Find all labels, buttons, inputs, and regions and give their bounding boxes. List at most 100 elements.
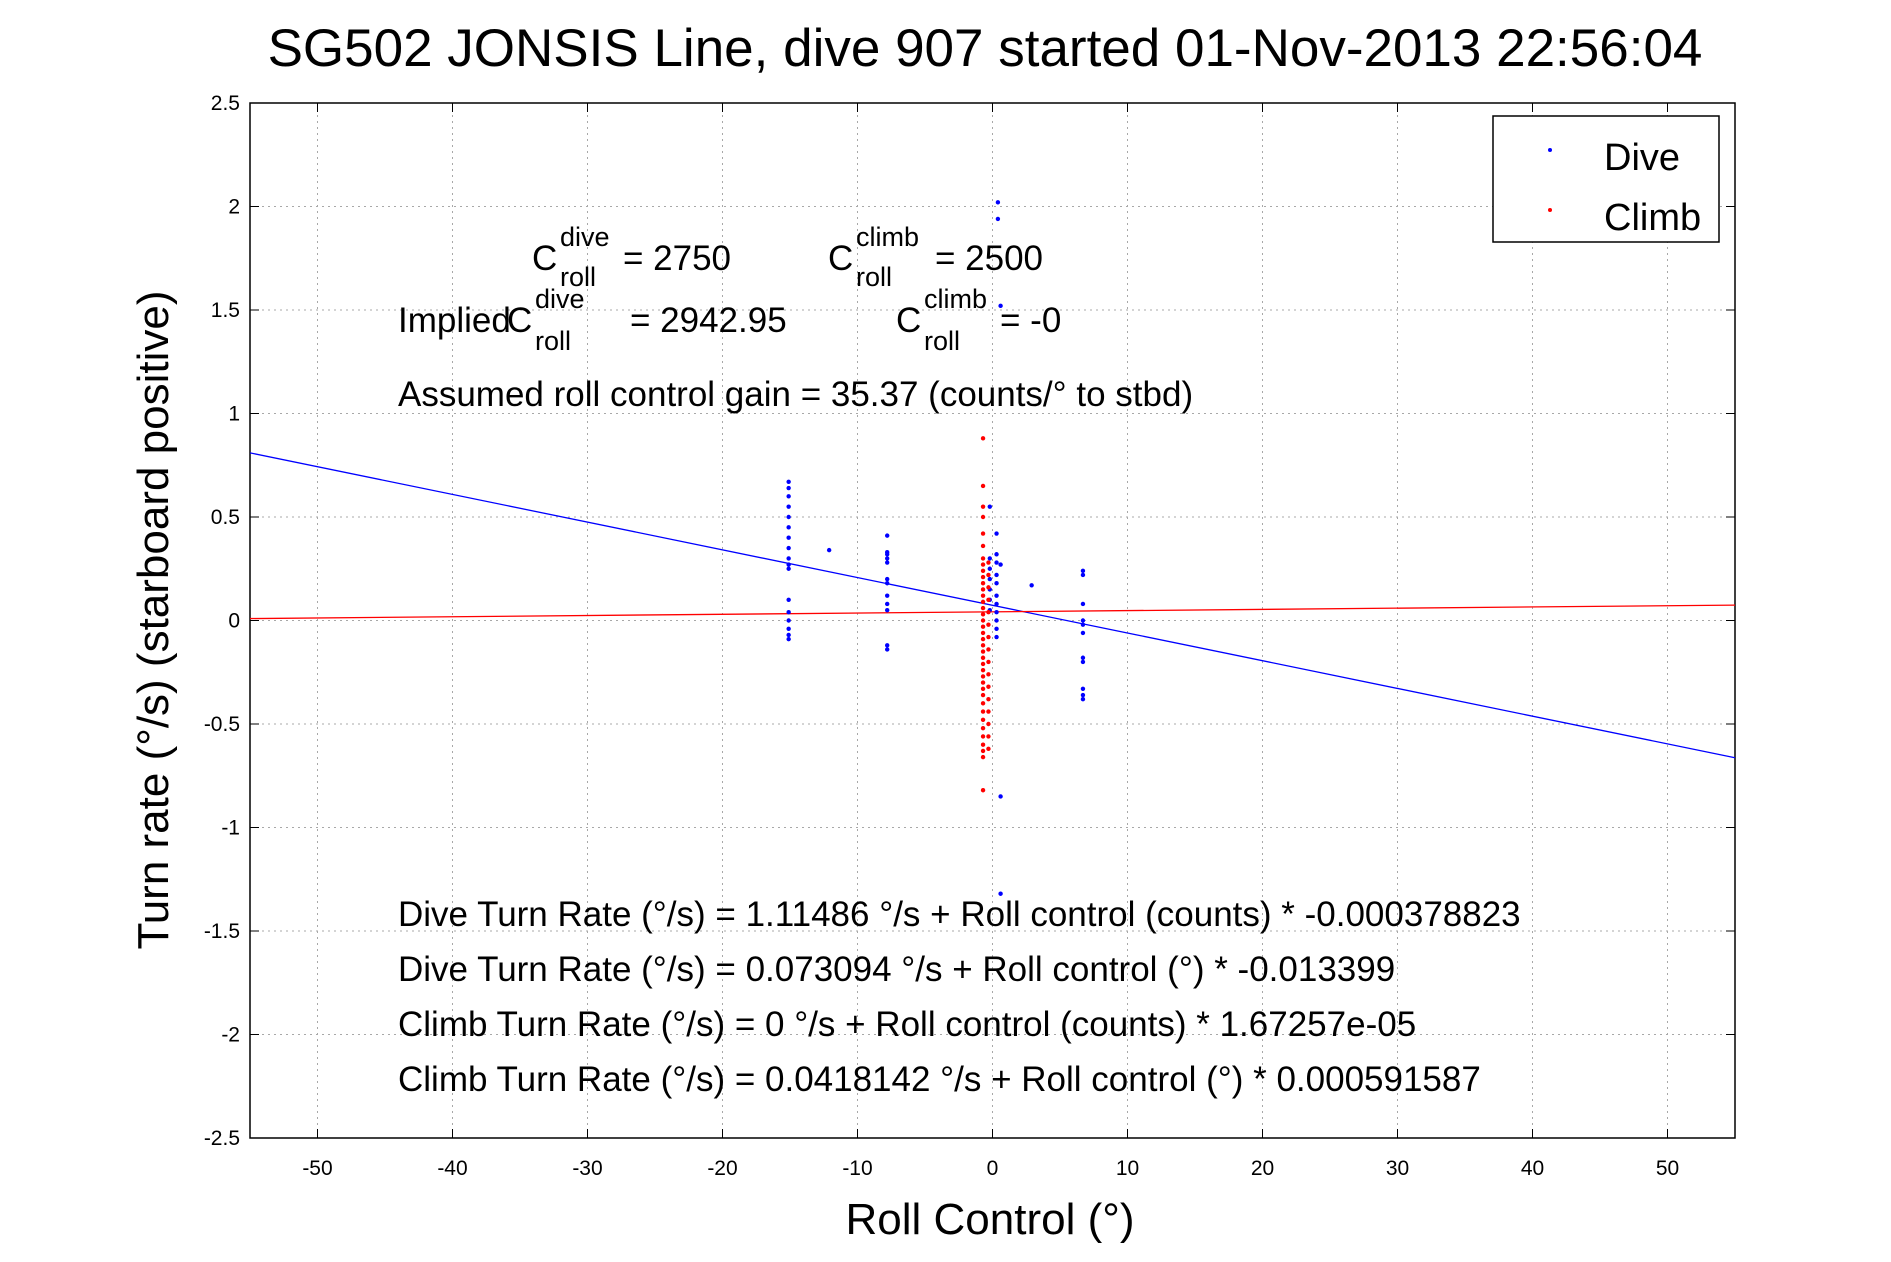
dive-point [987, 566, 992, 571]
dive-point [998, 562, 1003, 567]
x-tick-label: 30 [1386, 1157, 1409, 1180]
dive-point [994, 618, 999, 623]
x-tick-label: 20 [1251, 1157, 1274, 1180]
equation-dive-counts: Dive Turn Rate (°/s) = 1.11486 °/s + Rol… [398, 895, 1521, 934]
climb-point [980, 612, 986, 617]
dive-point [994, 552, 999, 557]
climb-point [980, 709, 986, 714]
dive-point [786, 485, 791, 491]
dive-point [885, 552, 890, 557]
dive-point [998, 303, 1003, 309]
axis-ticks [250, 102, 1735, 1139]
dive-point [994, 626, 999, 631]
x-tick-label: 10 [1116, 1157, 1139, 1180]
dive-point [786, 636, 791, 642]
climb-point [986, 659, 991, 665]
x-tick-label: -30 [572, 1157, 602, 1180]
dive-point [1080, 572, 1086, 578]
svg-text:dive: dive [560, 222, 610, 252]
y-tick-label: -2 [221, 1024, 240, 1047]
x-tick-label: -20 [707, 1157, 737, 1180]
y-tick-labels: 2.5 2 1.5 1 0.5 0 -0.5 -1 -1.5 -2 -2.5 [204, 92, 240, 1150]
climb-point [980, 725, 986, 731]
svg-text:= 2500: = 2500 [935, 239, 1043, 278]
y-tick-label: 1 [228, 403, 240, 426]
svg-text:= -0: = -0 [1000, 301, 1061, 340]
dive-point [1080, 659, 1086, 665]
y-tick-label: -2.5 [204, 1127, 240, 1150]
dive-point [1080, 696, 1086, 702]
climb-point [980, 587, 986, 592]
svg-text:roll: roll [924, 326, 960, 356]
svg-text:C: C [828, 239, 853, 278]
climb-point [986, 634, 991, 640]
dive-point [1080, 622, 1086, 627]
dive-point [885, 647, 890, 652]
dive-fit-line [249, 452, 1736, 759]
y-tick-label: 2 [228, 196, 240, 219]
dive-point [786, 556, 791, 561]
climb-point [986, 672, 991, 677]
dive-point [885, 601, 890, 607]
y-tick-label: 0.5 [211, 506, 240, 529]
climb-point [980, 556, 986, 561]
svg-text:C: C [532, 239, 557, 278]
legend-dive-marker [1548, 148, 1552, 152]
dive-point [994, 634, 999, 640]
dive-point [885, 560, 890, 565]
dive-point [885, 643, 890, 648]
annotation-c-roll-climb: C climb roll = 2500 [828, 222, 1043, 292]
climb-point [986, 746, 991, 752]
dive-point [786, 618, 791, 623]
dive-point [994, 593, 999, 598]
x-tick-label: -40 [437, 1157, 467, 1180]
climb-point [980, 686, 986, 692]
dive-point [885, 533, 890, 538]
climb-point [980, 436, 986, 441]
dive-point [786, 545, 791, 551]
dive-point [994, 572, 999, 578]
climb-point [980, 692, 986, 698]
dive-point [786, 610, 791, 615]
climb-point [986, 585, 991, 590]
dive-point [1080, 686, 1086, 692]
annotation-implied-c-roll-dive: Implied C dive roll = 2942.95 [398, 284, 787, 356]
equation-dive-degrees: Dive Turn Rate (°/s) = 0.073094 °/s + Ro… [398, 950, 1395, 989]
y-axis-label: Turn rate (°/s) (starboard positive) [129, 290, 178, 949]
annotation-implied-c-roll-climb: C climb roll = -0 [896, 284, 1061, 356]
climb-point [980, 788, 986, 793]
climb-point [980, 618, 986, 623]
climb-point [986, 721, 991, 727]
dive-point [987, 504, 992, 509]
y-tick-label: -0.5 [204, 713, 240, 736]
climb-point [980, 568, 986, 574]
x-tick-label: 50 [1656, 1157, 1679, 1180]
dive-point [994, 531, 999, 536]
climb-point [980, 514, 986, 520]
legend-climb-marker [1548, 208, 1552, 212]
dive-point [885, 593, 890, 598]
svg-text:= 2942.95: = 2942.95 [630, 301, 787, 340]
climb-point [980, 734, 986, 739]
y-tick-label: -1 [221, 817, 240, 840]
dive-point [1080, 618, 1086, 623]
dive-point [995, 200, 1001, 205]
climb-point [986, 597, 991, 602]
climb-point [980, 742, 986, 747]
annotation-roll-gain: Assumed roll control gain = 35.37 (count… [398, 375, 1193, 414]
climb-point [986, 647, 991, 652]
climb-point [986, 734, 991, 739]
climb-point [980, 674, 986, 679]
svg-text:Implied: Implied [398, 301, 511, 340]
climb-point [980, 562, 986, 567]
climb-point [980, 661, 986, 667]
climb-point [980, 667, 986, 673]
dive-point [786, 597, 791, 602]
climb-point [980, 649, 986, 654]
x-tick-label: -10 [842, 1157, 872, 1180]
dive-point [987, 556, 992, 561]
climb-point [986, 709, 991, 714]
svg-text:= 2750: = 2750 [623, 239, 731, 278]
legend-climb-label: Climb [1604, 197, 1701, 239]
